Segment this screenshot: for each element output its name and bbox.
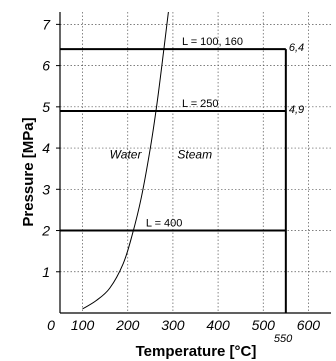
y-tick-label: 6 bbox=[42, 58, 50, 74]
grid bbox=[60, 12, 331, 313]
y-axis-label: Pressure [MPa] bbox=[20, 117, 37, 226]
y-tick-label: 5 bbox=[42, 99, 50, 115]
limit-line-label: L = 400 bbox=[146, 218, 183, 230]
pressure-value-label: 6,4 bbox=[289, 42, 304, 54]
x-tick-label: 200 bbox=[115, 317, 140, 333]
annotations: L = 100, 160 6,4 L = 250 4,9 L = 400 550 Water… bbox=[110, 36, 304, 345]
x-tick-label: 600 bbox=[297, 317, 321, 333]
pressure-value-label: 4,9 bbox=[289, 104, 304, 116]
x-axis-label: Temperature [°C] bbox=[136, 343, 257, 360]
y-tick-label: 3 bbox=[42, 181, 50, 197]
x-tick-label: 400 bbox=[206, 317, 230, 333]
x-tick-label: 0 bbox=[47, 317, 55, 333]
x-tick-label: 100 bbox=[71, 317, 95, 333]
y-tick-label: 4 bbox=[42, 140, 50, 156]
y-tick-label: 1 bbox=[42, 264, 50, 280]
region-label-water: Water bbox=[110, 147, 143, 161]
x-tick-label: 500 bbox=[252, 317, 276, 333]
limit-line-label: L = 250 bbox=[182, 98, 219, 110]
x-tick-label: 300 bbox=[161, 317, 185, 333]
tick-labels: 0 100 200 300 400 500 600 1 2 3 4 5 6 7 bbox=[41, 16, 320, 333]
axes bbox=[56, 12, 331, 313]
region-label-steam: Steam bbox=[177, 147, 212, 161]
y-tick-label: 7 bbox=[42, 16, 51, 32]
y-tick-label: 2 bbox=[41, 223, 50, 239]
limit-line-label: L = 100, 160 bbox=[182, 36, 243, 48]
max-temperature-label: 550 bbox=[274, 333, 293, 345]
